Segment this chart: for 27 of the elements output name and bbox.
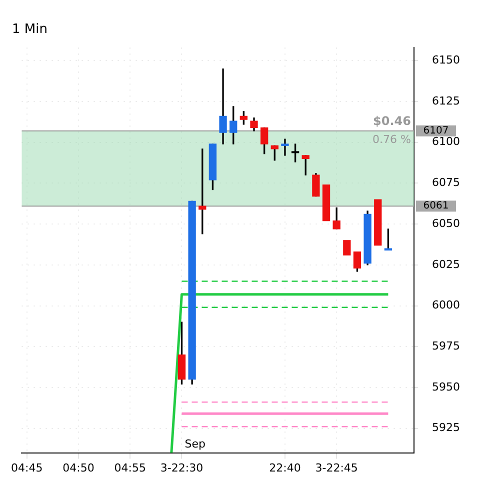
candlestick [322,184,330,222]
x-tick-label: 04:45 [11,461,43,474]
y-tick-label: 6000 [432,298,460,312]
y-tick-label: 6025 [432,258,460,271]
y-tick-label: 5950 [432,380,460,394]
x-tick-label: 04:50 [62,461,94,474]
y-tick-label: 5925 [432,421,460,434]
candlestick [281,138,289,156]
annotation: Sep [184,438,206,451]
y-tick-label: 6125 [432,94,460,108]
chart-title: 1 Min [12,22,48,38]
y-tick-label: 6075 [432,176,460,190]
ref-line-label: 6107 [423,126,449,137]
y-tick-label: 6100 [432,135,460,148]
y-tick-label: 5975 [432,339,460,352]
ref-line-label: 6061 [423,200,449,212]
annotation: $0.46 [373,114,412,128]
candlestick [219,68,227,144]
x-tick-label: 3-22:30 [160,461,204,474]
x-tick-label: 22:40 [269,461,301,474]
annotation: 0.76 % [372,132,412,146]
x-tick-label: 04:55 [114,461,146,474]
y-tick-label: 6150 [432,54,460,67]
candlestick [343,240,351,256]
candlestick [374,199,382,246]
x-tick-label: 3-22:45 [315,461,358,474]
y-tick-label: 6050 [432,216,460,230]
